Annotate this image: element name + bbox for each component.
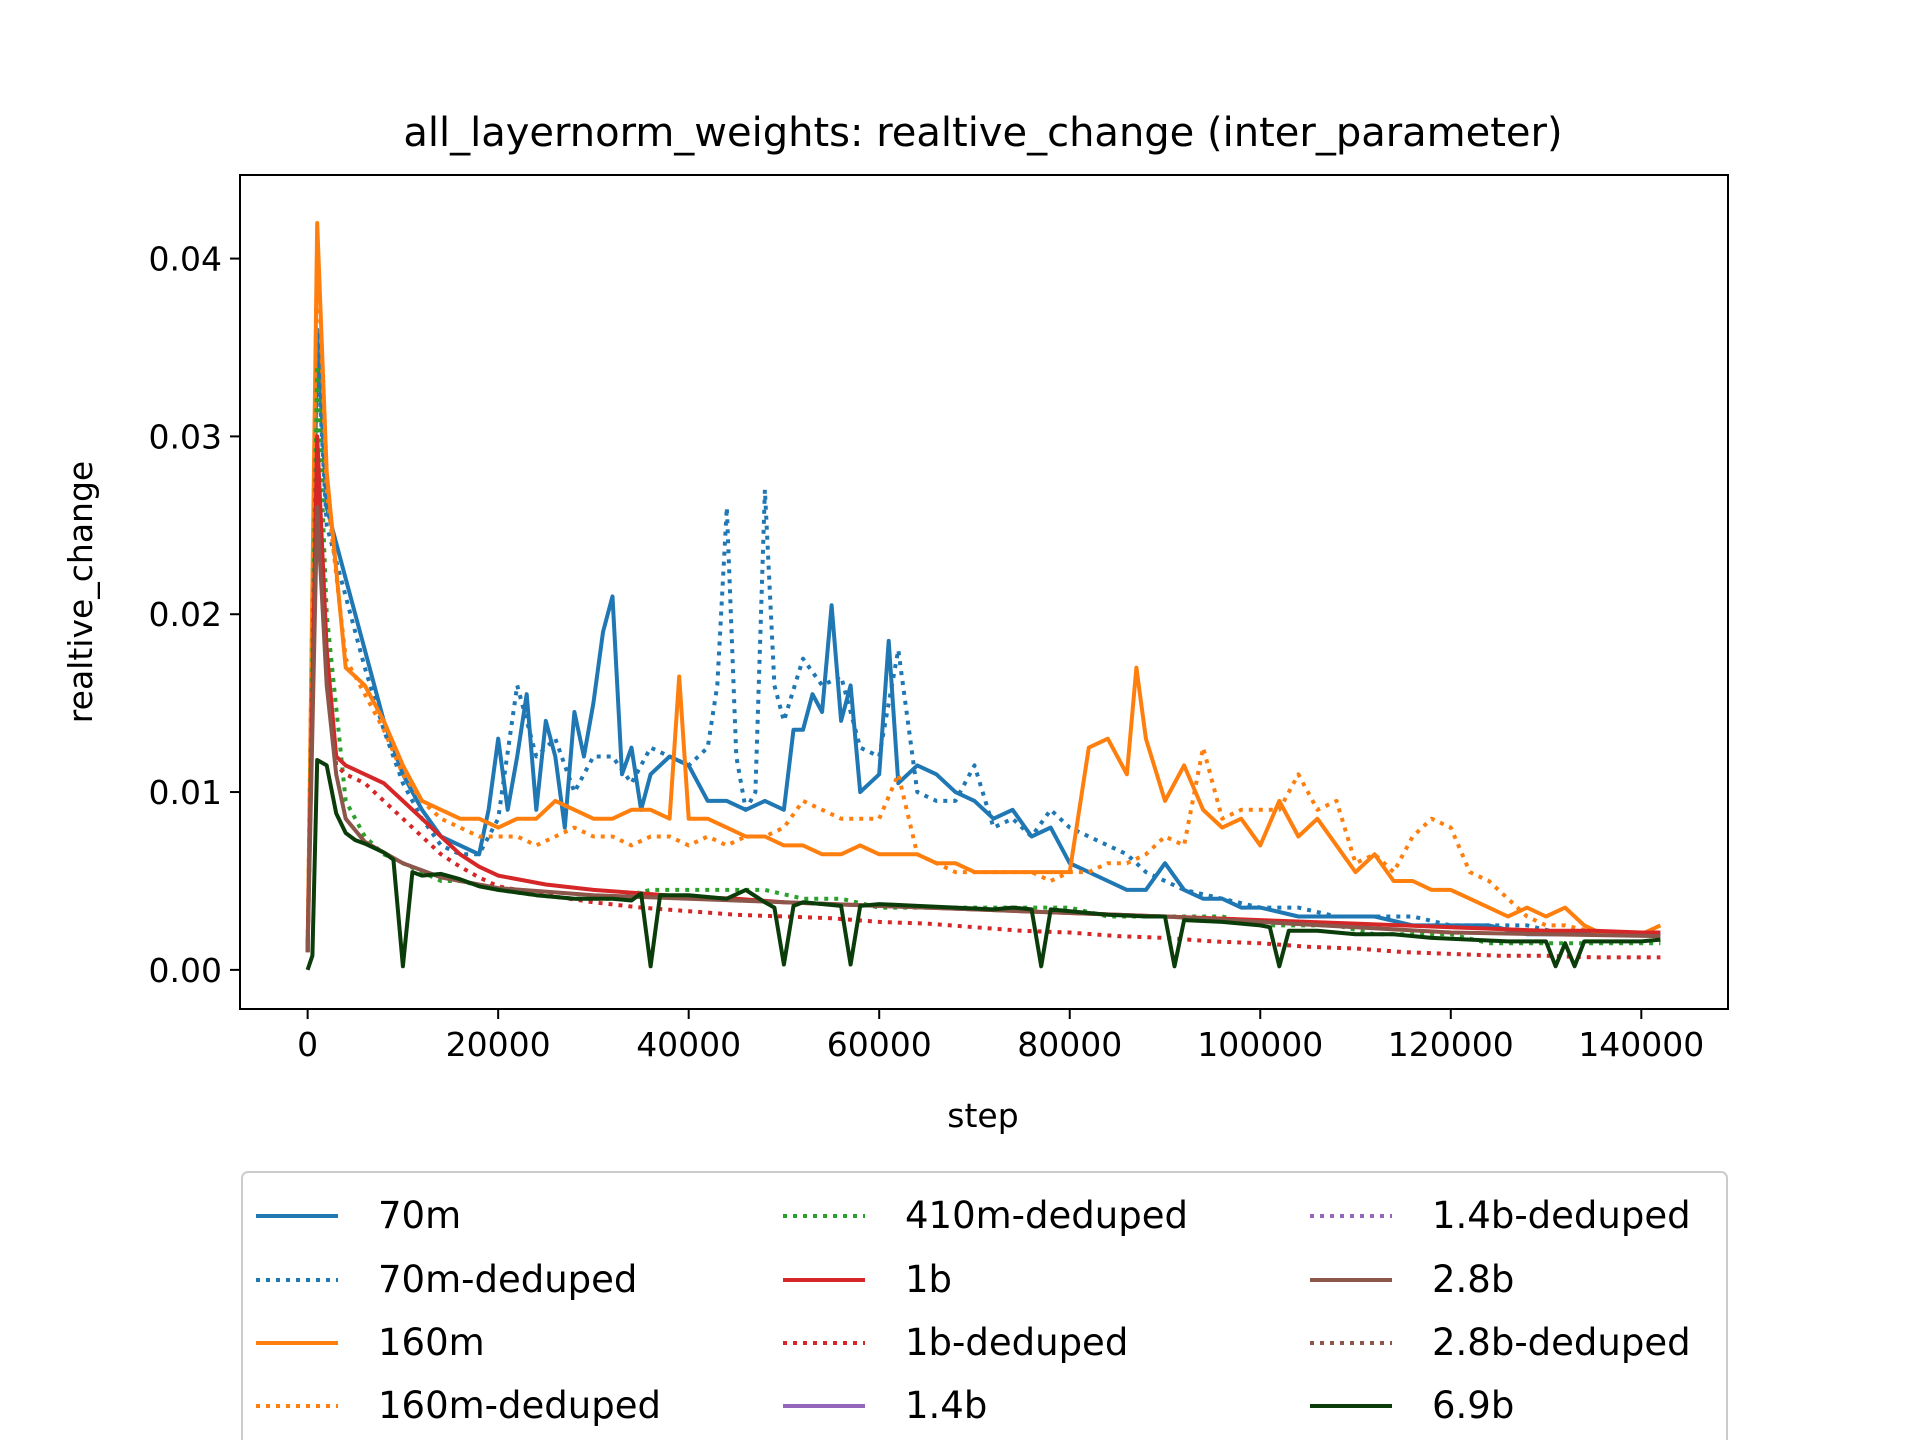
legend-label-160m: 160m (378, 1321, 485, 1364)
legend-label-410m-deduped: 410m-deduped (905, 1194, 1188, 1237)
legend-label-1-4b-deduped: 1.4b-deduped (1432, 1194, 1691, 1237)
legend-label-2-8b: 2.8b (1432, 1258, 1514, 1301)
x-tick-label: 100000 (1197, 1025, 1323, 1064)
legend-label-70m: 70m (378, 1194, 461, 1237)
series-70m-line (305, 327, 1661, 953)
x-tick-label: 120000 (1388, 1025, 1514, 1064)
series-6-9b-line (305, 758, 1661, 971)
x-tick-label: 80000 (1017, 1025, 1122, 1064)
x-tick-label: 0 (297, 1025, 318, 1064)
x-axis: 0 20000 40000 60000 80000 100000 120000 140000 (297, 1009, 1704, 1064)
chart-title: all_layernorm_weights: realtive_change (… (403, 110, 1562, 156)
legend-label-70m-deduped: 70m-deduped (378, 1258, 637, 1301)
x-axis-label: step (947, 1096, 1018, 1135)
series-70m-deduped-line (305, 345, 1661, 953)
y-tick-label: 0.01 (149, 773, 222, 812)
x-tick-label: 20000 (446, 1025, 551, 1064)
legend-label-2-8b-deduped: 2.8b-deduped (1432, 1321, 1691, 1364)
series-layer (305, 221, 1662, 971)
x-tick-label: 40000 (636, 1025, 741, 1064)
y-tick-label: 0.00 (149, 951, 222, 990)
legend-label-1b-deduped: 1b-deduped (905, 1321, 1128, 1364)
legend-label-1-4b: 1.4b (905, 1384, 987, 1427)
legend: 70m 70m-deduped 160m 160m-deduped 410m-dedup… (241, 1171, 1728, 1440)
y-tick-label: 0.02 (149, 595, 222, 634)
y-tick-label: 0.04 (149, 240, 222, 279)
plot-frame (239, 174, 1729, 1010)
y-tick-label: 0.03 (149, 417, 222, 456)
legend-label-1b: 1b (905, 1258, 952, 1301)
y-axis-label: realtive_change (61, 461, 100, 723)
series-160m-deduped-line (305, 238, 1661, 953)
x-tick-label: 60000 (827, 1025, 932, 1064)
legend-label-160m-deduped: 160m-deduped (378, 1384, 661, 1427)
legend-label-6-9b: 6.9b (1432, 1384, 1514, 1427)
legend-box (241, 1171, 1728, 1440)
series-160m-line (305, 221, 1662, 953)
x-tick-label: 140000 (1578, 1025, 1704, 1064)
y-axis: 0.00 0.01 0.02 0.03 0.04 (149, 240, 240, 990)
